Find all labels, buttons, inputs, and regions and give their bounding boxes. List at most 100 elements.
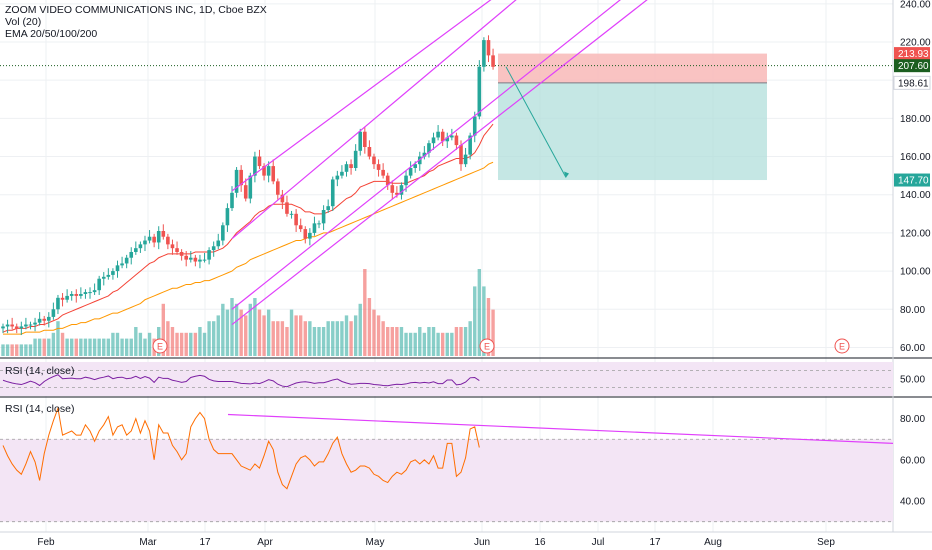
candle-body — [367, 147, 372, 157]
volume-bar — [431, 327, 436, 356]
candle-body — [385, 175, 390, 186]
take-profit-zone — [498, 82, 767, 181]
volume-bar — [454, 327, 459, 356]
volume-bar — [353, 315, 358, 356]
rsi-tick: 80.00 — [900, 414, 925, 425]
x-tick-label: Mar — [139, 537, 157, 548]
candle-body — [97, 278, 101, 291]
rsi-tick: 60.00 — [900, 455, 925, 466]
rsi-trendline — [227, 413, 894, 444]
volume-bar — [450, 332, 454, 356]
volume-bar — [321, 327, 326, 356]
candle-body — [280, 194, 285, 203]
candle-body — [106, 274, 111, 277]
rsi-label-2: RSI (14, close) — [5, 403, 75, 415]
volume-bar — [340, 321, 344, 356]
volume-bar — [436, 332, 440, 356]
candle-body — [216, 240, 221, 247]
volume-bar — [404, 332, 408, 356]
volume-bar — [308, 321, 312, 356]
volume-bar — [376, 315, 381, 356]
candle-body — [211, 246, 216, 251]
candle-body — [239, 169, 243, 186]
volume-bar — [266, 309, 271, 356]
x-tick-label: May — [366, 537, 385, 548]
candle-body — [188, 257, 193, 260]
candle-body — [417, 156, 422, 165]
candle-body — [124, 257, 129, 264]
earnings-marker-1 — [152, 338, 168, 354]
candle-body — [427, 143, 431, 153]
candle-body — [24, 324, 28, 327]
chart-legend: ZOOM VIDEO COMMUNICATIONS INC, 1D, Cboe … — [5, 4, 267, 40]
candle-body — [19, 326, 24, 329]
candle-body — [69, 294, 74, 296]
volume-bar — [230, 298, 234, 356]
volume-bar — [202, 332, 207, 356]
candle-body — [330, 179, 335, 207]
candle-body — [404, 175, 408, 186]
earnings-marker-3 — [834, 338, 850, 354]
volume-bar — [175, 332, 179, 356]
volume-bar — [65, 338, 69, 356]
volume-bar — [193, 332, 198, 356]
candle-body — [120, 263, 124, 266]
volume-bar — [129, 338, 133, 356]
candle-body — [33, 322, 37, 325]
volume-bar — [134, 327, 138, 356]
candle-body — [184, 255, 188, 260]
candle-body — [450, 135, 454, 138]
volume-bar — [317, 327, 321, 356]
volume-bar — [459, 327, 463, 356]
volume-bar — [97, 338, 101, 356]
volume-bar — [161, 303, 165, 356]
volume-bar — [463, 327, 468, 356]
volume-bar — [372, 309, 376, 356]
candle-body — [399, 185, 404, 195]
channel-line — [231, 0, 648, 326]
candle-body — [381, 169, 385, 176]
rsi-small-tick: 50.00 — [900, 375, 925, 386]
candle-body — [376, 164, 381, 170]
volume-bar — [276, 321, 280, 356]
volume-bar — [289, 309, 294, 356]
volume-bar — [363, 269, 367, 356]
candle-body — [253, 156, 257, 176]
candle-body — [298, 225, 303, 230]
candle-body — [271, 166, 276, 182]
candle-body — [152, 236, 156, 243]
volume-bar — [106, 338, 111, 356]
candle-body — [340, 171, 344, 176]
candle-body — [349, 164, 353, 168]
price-tick: 180.00 — [900, 114, 931, 125]
volume-bar — [367, 298, 372, 356]
candle-body — [294, 213, 298, 226]
candle-body — [198, 259, 202, 262]
stop-loss-zone — [498, 53, 767, 83]
candle-body — [65, 295, 69, 300]
volume-bar — [92, 338, 97, 356]
candle-body — [459, 145, 463, 165]
candle-body — [115, 265, 120, 272]
earnings-marker-1-label: E — [157, 342, 163, 352]
volume-bar — [166, 321, 170, 356]
candle-body — [166, 236, 170, 245]
x-tick-label: Jul — [592, 537, 605, 548]
price-label-box — [894, 59, 930, 73]
volume-bar — [1, 344, 5, 356]
candle-body — [225, 208, 230, 226]
candle-body — [221, 225, 225, 241]
volume-bar — [56, 321, 60, 356]
volume-bar — [79, 338, 83, 356]
volume-bar — [349, 321, 353, 356]
volume-bar — [120, 338, 124, 356]
candle-body — [143, 240, 147, 245]
volume-bar — [257, 309, 262, 356]
volume-bar — [234, 303, 239, 356]
volume-bar — [124, 338, 129, 356]
candle-body — [472, 116, 477, 136]
candle-body — [156, 231, 161, 243]
price-label-box — [894, 47, 930, 61]
x-tick-label: 17 — [649, 537, 661, 548]
volume-bar — [331, 321, 335, 356]
